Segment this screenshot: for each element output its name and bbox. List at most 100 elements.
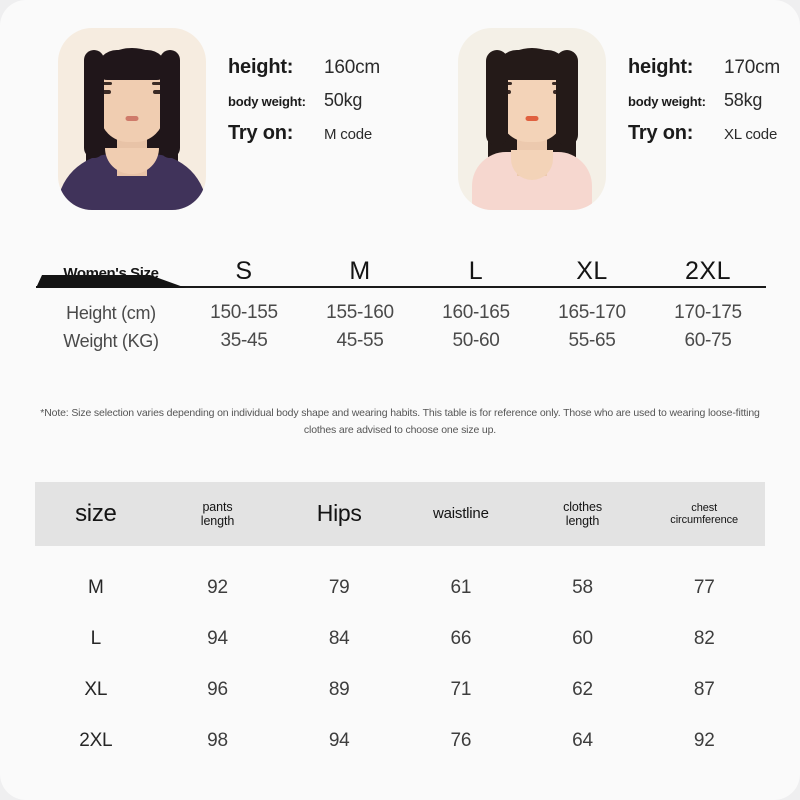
cell-weight-xl: 55-65 [568,330,616,351]
size-column-2xl: 2XL [685,257,731,285]
spec-row-weight: body weight: 50kg [228,90,380,111]
size-note: *Note: Size selection varies depending o… [40,407,760,437]
cell-weight-l: 50-60 [452,330,500,351]
spec-label-weight: body weight: [228,94,306,109]
header-waistline-line1: waistline [432,504,489,522]
corner-wedge-shape [36,275,186,288]
cell-2xl-waistline: 76 [450,729,472,751]
cell-height-2xl: 170-175 [674,302,742,323]
cell-2xl-clothes: 64 [572,729,593,751]
table-row: Height (cm) 150-155 155-160 160-165 165-… [36,299,766,327]
eye-right [153,90,162,94]
eyebrow-right [152,82,164,85]
measurement-table: size pants length Hips waistline clothes… [35,482,765,766]
cell-2xl-pants: 98 [207,729,228,751]
cell-height-l: 160-165 [442,302,510,323]
spec-label-height: height: [628,56,694,78]
header-clothes-length: clothes length [522,500,644,528]
cell-l-waistline: 66 [450,627,472,649]
header-pants-length: pants length [157,500,279,528]
cell-height-s: 150-155 [210,302,278,323]
size-column-m: M [349,257,371,285]
size-column-s: S [235,257,253,285]
eyebrow-left [100,82,112,85]
cell-l-clothes: 60 [572,627,593,649]
cell-2xl-chest: 92 [693,729,715,751]
fringe-shape [497,50,567,80]
cell-weight-2xl: 60-75 [684,330,732,351]
spec-value-weight: 50kg [324,90,363,110]
spec-value-tryon: XL code [724,126,778,143]
header-chest-line1: chest [691,501,718,514]
spec-row-tryon: Try on: XL code [628,122,780,145]
cell-xl-pants: 96 [207,678,228,700]
size-table-header-row: Women's Size S M L XL 2XL [36,248,766,288]
fringe-shape [97,50,167,80]
spec-row-height: height: 170cm [628,56,780,79]
model-card-2: height: 170cm body weight: 58kg Try on: … [400,28,800,210]
row-label-2xl: 2XL [79,729,113,751]
header-clothes-line2: length [565,514,600,528]
hair-strand-right [556,50,578,146]
cell-xl-hips: 89 [328,678,350,700]
row-label-l: L [90,627,102,649]
cell-xl-chest: 87 [693,678,715,700]
cell-weight-s: 35-45 [220,330,268,351]
header-chest-line2: circumference [670,514,739,526]
spec-value-tryon: M code [324,126,372,143]
row-label-weight: Weight (KG) [63,330,159,351]
cell-height-xl: 165-170 [558,302,626,323]
spec-value-weight: 58kg [724,90,763,110]
table-row: XL 96 89 71 62 87 [35,664,765,715]
cell-m-pants: 92 [207,576,228,598]
model-specs-2: height: 170cm body weight: 58kg Try on: … [606,28,780,145]
cell-height-m: 155-160 [326,302,394,323]
size-table-corner-label: Women's Size [63,265,159,282]
spec-label-weight: body weight: [628,94,706,109]
header-chest-circumference: chest circumference [643,502,765,527]
size-column-l: L [468,257,484,285]
row-label-m: M [88,576,104,598]
cell-l-hips: 84 [328,627,350,649]
cell-m-clothes: 58 [572,576,593,598]
cell-l-chest: 82 [693,627,715,649]
spec-value-height: 160cm [324,57,381,78]
measurement-header-row: size pants length Hips waistline clothes… [35,482,765,546]
hair-strand-left [84,50,104,158]
header-clothes-line1: clothes [563,500,602,514]
cell-2xl-hips: 94 [328,729,350,751]
size-column-xl: XL [576,257,608,285]
spec-label-tryon: Try on: [228,122,294,144]
row-label-xl: XL [84,678,108,700]
table-row: M 92 79 61 58 77 [35,562,765,613]
header-waistline: waistline [400,504,522,523]
header-pants-line2: length [200,514,235,528]
header-hips: Hips [278,500,400,527]
spec-label-tryon: Try on: [628,122,694,144]
cell-xl-clothes: 62 [572,678,593,700]
cell-m-waistline: 61 [450,576,472,598]
spec-row-weight: body weight: 58kg [628,90,780,111]
table-row: Weight (KG) 35-45 45-55 50-60 55-65 60-7… [36,327,766,355]
model-card-1: height: 160cm body weight: 50kg Try on: … [0,28,400,210]
model-photo-2 [458,28,606,210]
model-photo-1 [58,28,206,210]
cell-m-chest: 77 [693,576,715,598]
header-size: size [35,500,157,528]
cell-m-hips: 79 [328,576,350,598]
size-table: Women's Size S M L XL 2XL Height (cm) 15… [36,248,766,355]
header-pants-line1: pants [202,500,233,514]
table-row: 2XL 98 94 76 64 92 [35,715,765,766]
eye-left [102,90,111,94]
cell-l-pants: 94 [207,627,228,649]
hair-strand-left [486,50,508,146]
row-label-height: Height (cm) [66,302,156,323]
header-hips-line1: Hips [316,500,362,527]
spec-label-height: height: [228,56,294,78]
model-cards: height: 160cm body weight: 50kg Try on: … [0,28,800,210]
lips-shape [525,116,539,121]
spec-row-tryon: Try on: M code [228,122,380,145]
table-row: L 94 84 66 60 82 [35,613,765,664]
spec-row-height: height: 160cm [228,56,380,79]
